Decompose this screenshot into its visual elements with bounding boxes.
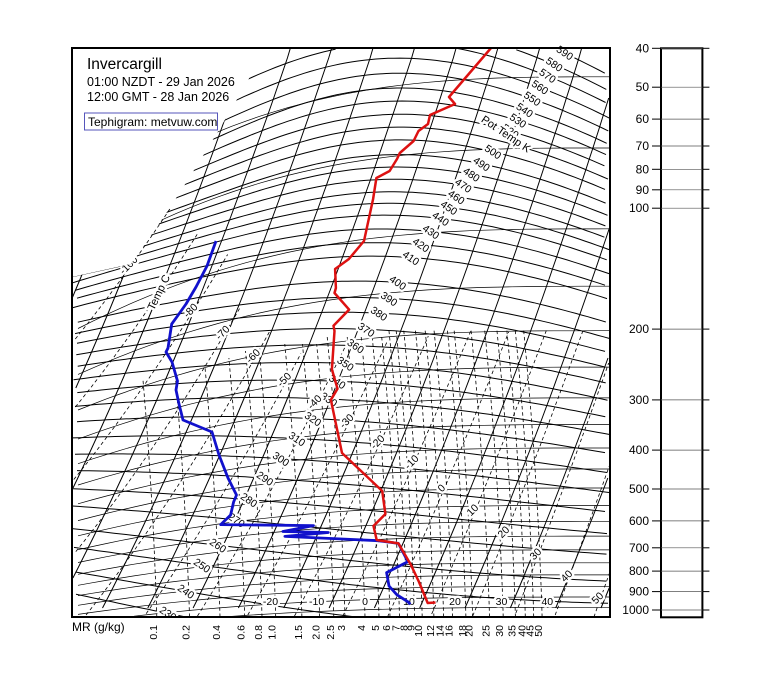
svg-text:MR (g/kg): MR (g/kg) [72, 620, 125, 634]
svg-text:40: 40 [516, 625, 528, 637]
svg-text:14: 14 [435, 625, 447, 637]
svg-text:Invercargill: Invercargill [87, 56, 162, 73]
svg-text:3: 3 [336, 625, 348, 631]
svg-text:2.5: 2.5 [325, 625, 337, 640]
svg-text:0: 0 [362, 596, 368, 608]
svg-text:6: 6 [381, 625, 393, 631]
svg-text:0.2: 0.2 [181, 625, 193, 640]
svg-text:01:00 NZDT - 29 Jan 2026: 01:00 NZDT - 29 Jan 2026 [87, 75, 235, 89]
svg-text:35: 35 [506, 625, 518, 637]
svg-text:30: 30 [496, 596, 508, 608]
svg-text:2.0: 2.0 [311, 625, 323, 640]
svg-text:200: 200 [629, 322, 649, 336]
svg-text:10: 10 [413, 625, 425, 637]
svg-text:45: 45 [525, 625, 537, 637]
svg-text:12:00 GMT - 28 Jan 2026: 12:00 GMT - 28 Jan 2026 [87, 90, 229, 104]
svg-text:300: 300 [629, 393, 649, 407]
svg-text:100: 100 [629, 201, 649, 215]
svg-text:Tephigram: metvuw.com: Tephigram: metvuw.com [88, 115, 217, 129]
svg-text:90: 90 [636, 183, 650, 197]
svg-text:12: 12 [425, 625, 437, 637]
svg-text:0.4: 0.4 [211, 625, 223, 640]
svg-text:20: 20 [464, 625, 476, 637]
svg-text:600: 600 [629, 514, 649, 528]
svg-text:900: 900 [629, 585, 649, 599]
svg-text:30: 30 [494, 625, 506, 637]
svg-text:-10: -10 [309, 596, 324, 608]
svg-text:80: 80 [636, 162, 650, 176]
svg-text:0.8: 0.8 [253, 625, 265, 640]
svg-text:700: 700 [629, 541, 649, 555]
svg-text:40: 40 [636, 41, 650, 55]
svg-text:1.5: 1.5 [293, 625, 305, 640]
svg-text:1.0: 1.0 [267, 625, 279, 640]
svg-text:25: 25 [481, 625, 493, 637]
svg-text:60: 60 [636, 112, 650, 126]
svg-text:70: 70 [636, 139, 650, 153]
svg-text:50: 50 [533, 625, 545, 637]
svg-text:0.6: 0.6 [236, 625, 248, 640]
svg-text:1000: 1000 [622, 603, 649, 617]
svg-text:5: 5 [370, 625, 382, 631]
svg-text:16: 16 [444, 625, 456, 637]
svg-text:20: 20 [449, 596, 461, 608]
svg-text:18: 18 [457, 625, 469, 637]
svg-text:50: 50 [636, 80, 650, 94]
svg-text:-20: -20 [263, 596, 278, 608]
svg-text:4: 4 [356, 625, 368, 631]
svg-text:9: 9 [406, 625, 418, 631]
svg-text:7: 7 [391, 625, 403, 631]
svg-text:8: 8 [398, 625, 410, 631]
svg-text:40: 40 [541, 596, 553, 608]
svg-text:400: 400 [629, 443, 649, 457]
svg-text:500: 500 [629, 482, 649, 496]
svg-text:0.1: 0.1 [148, 625, 160, 640]
svg-text:800: 800 [629, 564, 649, 578]
